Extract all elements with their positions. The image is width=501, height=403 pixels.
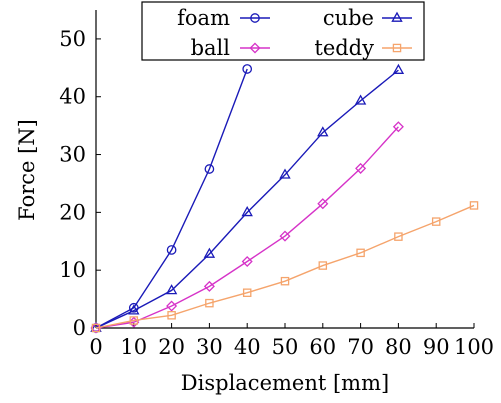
teddy-point <box>394 232 403 241</box>
teddy-point <box>129 316 139 325</box>
ball-line <box>95 126 399 329</box>
ball-point <box>392 121 404 133</box>
y-axis-title: Force [N] <box>15 119 39 221</box>
series-foam <box>91 64 253 333</box>
cube-point <box>354 94 367 105</box>
foam-point <box>166 245 177 255</box>
teddy-point <box>356 248 365 258</box>
y-tick-label: 50 <box>59 27 86 51</box>
legend-label: ball <box>191 36 231 60</box>
series-teddy <box>91 201 479 333</box>
series-layer <box>90 63 479 334</box>
legend-marker <box>391 11 403 22</box>
x-tick-label: 30 <box>196 335 223 359</box>
foam-point <box>204 164 215 174</box>
y-tick-label: 10 <box>59 258 86 282</box>
legend-item-ball: ball <box>191 36 270 60</box>
x-tick-label: 10 <box>120 335 147 359</box>
teddy-point <box>167 311 176 320</box>
x-tick-label: 40 <box>234 335 261 359</box>
x-tick-label: 80 <box>385 335 412 359</box>
teddy-point <box>242 288 252 297</box>
y-tick-label: 30 <box>59 143 86 167</box>
teddy-line <box>95 204 475 329</box>
ball-point <box>279 230 291 242</box>
y-tick-label: 0 <box>73 316 86 340</box>
y-tick-label: 40 <box>59 85 86 109</box>
x-tick-label: 90 <box>423 335 450 359</box>
cube-point <box>392 63 405 74</box>
x-axis-title: Displacement [mm] <box>181 371 389 395</box>
legend-label: foam <box>177 6 230 30</box>
teddy-point <box>469 201 479 210</box>
x-tick-label: 20 <box>158 335 185 359</box>
legend-item-cube: cube <box>323 6 412 30</box>
ball-point <box>166 300 178 312</box>
cube-point <box>128 304 140 315</box>
teddy-point <box>318 261 328 270</box>
x-tick-label: 60 <box>309 335 336 359</box>
legend-marker <box>392 43 402 53</box>
legend-label: cube <box>323 6 374 30</box>
foam-line <box>95 68 248 329</box>
ball-point <box>241 255 253 268</box>
legend-box <box>141 1 425 61</box>
legend: foam cube ball teddy <box>141 1 425 61</box>
foam-point <box>242 64 253 74</box>
teddy-point <box>280 276 290 286</box>
teddy-point <box>205 298 214 308</box>
cube-point <box>165 284 178 295</box>
cube-point <box>317 126 329 137</box>
x-tick-label: 0 <box>89 335 102 359</box>
x-tick-label: 50 <box>272 335 299 359</box>
cube-line <box>95 69 399 329</box>
legend-marker <box>249 42 261 54</box>
x-tick-label: 70 <box>347 335 374 359</box>
legend-item-foam: foam <box>177 6 270 30</box>
series-cube <box>90 63 405 332</box>
axes: 0 10 20 30 40 50 60 70 80 90 100 0 10 20 30 40 50 <box>59 10 494 359</box>
legend-marker <box>250 13 260 23</box>
y-tick-label: 20 <box>59 200 86 224</box>
ball-point <box>203 280 215 292</box>
x-tick-label: 100 <box>454 335 494 359</box>
ball-point <box>355 162 367 174</box>
cube-point <box>241 206 253 217</box>
cube-point <box>279 168 291 179</box>
teddy-point <box>91 323 101 333</box>
legend-item-teddy: teddy <box>314 36 412 60</box>
legend-label: teddy <box>314 36 374 60</box>
cube-point <box>203 247 216 258</box>
teddy-point <box>431 217 441 226</box>
ball-point <box>317 198 329 210</box>
